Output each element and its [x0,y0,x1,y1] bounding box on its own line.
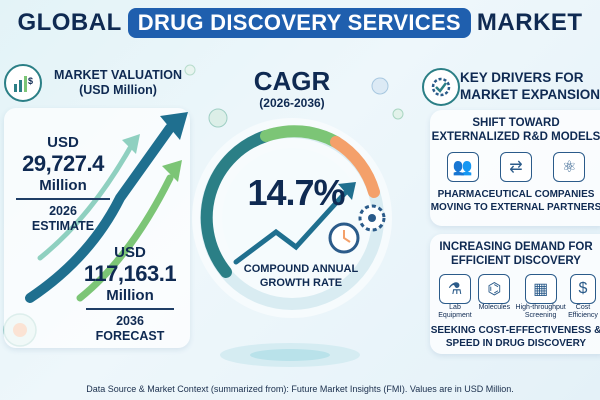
estimate-divider [16,198,110,200]
flask-icon: ⚗ [439,274,471,304]
valuation-heading: $ MARKET VALUATION (USD Million) [4,62,194,102]
item-lab-label1: Lab [449,304,461,311]
estimate-value: 29,727.4 [22,151,104,176]
card1-icon-row: 👥 ⇄ ⚛ [436,152,596,182]
molecule-icon: ⌬ [478,274,511,304]
forecast-unit: Million [106,287,154,304]
title-part2: MARKET [476,9,583,36]
gear-icon [358,204,386,232]
forecast-divider [86,308,174,310]
card1-sub: PHARMACEUTICAL COMPANIES MOVING TO EXTER… [430,188,600,214]
title-highlight: DRUG DISCOVERY SERVICES [127,8,471,38]
forecast-block: USD 117,163.1 Million 2036 FORECAST [70,244,190,344]
forecast-year: 2036 [116,314,144,328]
item-molecules: ⌬ Molecules [475,274,513,320]
card1-title-line1: SHIFT TOWARD [472,117,560,129]
drivers-heading-line1: KEY DRIVERS FOR [460,70,584,85]
cagr-label-line1: COMPOUND ANNUAL [243,263,359,275]
item-lab: ⚗ Lab Equipment [436,274,474,320]
card2-title-line1: INCREASING DEMAND FOR [439,241,593,253]
card2-title-line2: EFFICIENT DISCOVERY [451,255,581,267]
item-cost-label1: Cost [575,304,591,311]
card2-icon-row: ⚗ Lab Equipment ⌬ Molecules ▦ High-throu… [436,274,598,320]
cagr-title: CAGR [253,66,331,96]
screening-icon: ▦ [524,274,557,304]
cagr-label: COMPOUND ANNUAL GROWTH RATE [226,262,376,290]
team-icon: 👥 [446,152,479,182]
card1-title: SHIFT TOWARD EXTERNALIZED R&D MODELS [430,116,600,144]
item-cost: $ Cost Efficiency [568,274,598,320]
estimate-label: ESTIMATE [31,219,95,233]
forecast-label: FORECAST [95,329,165,343]
cagr-gauge [192,118,392,318]
card1-sub-line1: PHARMACEUTICAL COMPANIES [437,189,595,200]
estimate-unit: Million [39,177,87,194]
drivers-heading: KEY DRIVERS FOR MARKET EXPANSION [420,66,600,108]
item-molecules-label1: Molecules [478,304,511,311]
growth-arrow-icon [25,112,188,303]
gear-check-icon [422,68,460,106]
item-screening: ▦ High-throughput Screening [515,274,567,320]
cagr-value: 14.7% [247,172,345,213]
source-footer: Data Source & Market Context (summarized… [86,384,514,394]
card2-sub-line2: SPEED IN DRUG DISCOVERY [445,338,587,349]
card1-sub-line2: MOVING TO EXTERNAL PARTNERS [430,202,600,213]
drivers-heading-text: KEY DRIVERS FOR MARKET EXPANSION [460,69,600,103]
valuation-heading-line1: MARKET VALUATION [54,68,182,82]
clock-icon [328,222,360,254]
estimate-currency: USD [47,134,79,151]
cost-icon: $ [569,274,596,304]
item-lab-label2: Equipment [438,312,472,319]
network-icon: ⚛ [553,152,586,182]
title-part1: GLOBAL [17,9,122,36]
item-screening-label2: Screening [524,312,557,319]
item-cost-label2: Efficiency [568,312,598,319]
title-bar: GLOBAL DRUG DISCOVERY SERVICES MARKET [0,6,600,40]
card1-title-line2: EXTERNALIZED R&D MODELS [431,131,600,143]
dollar-chart-icon: $ [4,64,42,102]
driver-card-efficient: INCREASING DEMAND FOR EFFICIENT DISCOVER… [430,234,600,354]
svg-text:$: $ [28,76,33,86]
forecast-currency: USD [114,244,146,261]
forecast-value: 117,163.1 [83,261,177,286]
valuation-heading-text: MARKET VALUATION (USD Million) [42,68,194,98]
handshake-icon: ⇄ [499,152,532,182]
card2-title: INCREASING DEMAND FOR EFFICIENT DISCOVER… [430,240,600,268]
valuation-heading-line2: (USD Million) [79,83,157,97]
cagr-years: (2026-2036) [259,96,325,110]
item-screening-label1: High-throughput [515,304,566,311]
drivers-heading-line2: MARKET EXPANSION [460,87,600,102]
estimate-block: USD 29,727.4 Million 2026 ESTIMATE [8,134,118,234]
driver-card-externalized: SHIFT TOWARD EXTERNALIZED R&D MODELS 👥 ⇄… [430,110,600,226]
estimate-year: 2026 [49,204,77,218]
card2-sub: SEEKING COST-EFFECTIVENESS & SPEED IN DR… [430,324,600,350]
card2-sub-line1: SEEKING COST-EFFECTIVENESS & [430,325,600,336]
cagr-label-line2: GROWTH RATE [259,277,343,289]
